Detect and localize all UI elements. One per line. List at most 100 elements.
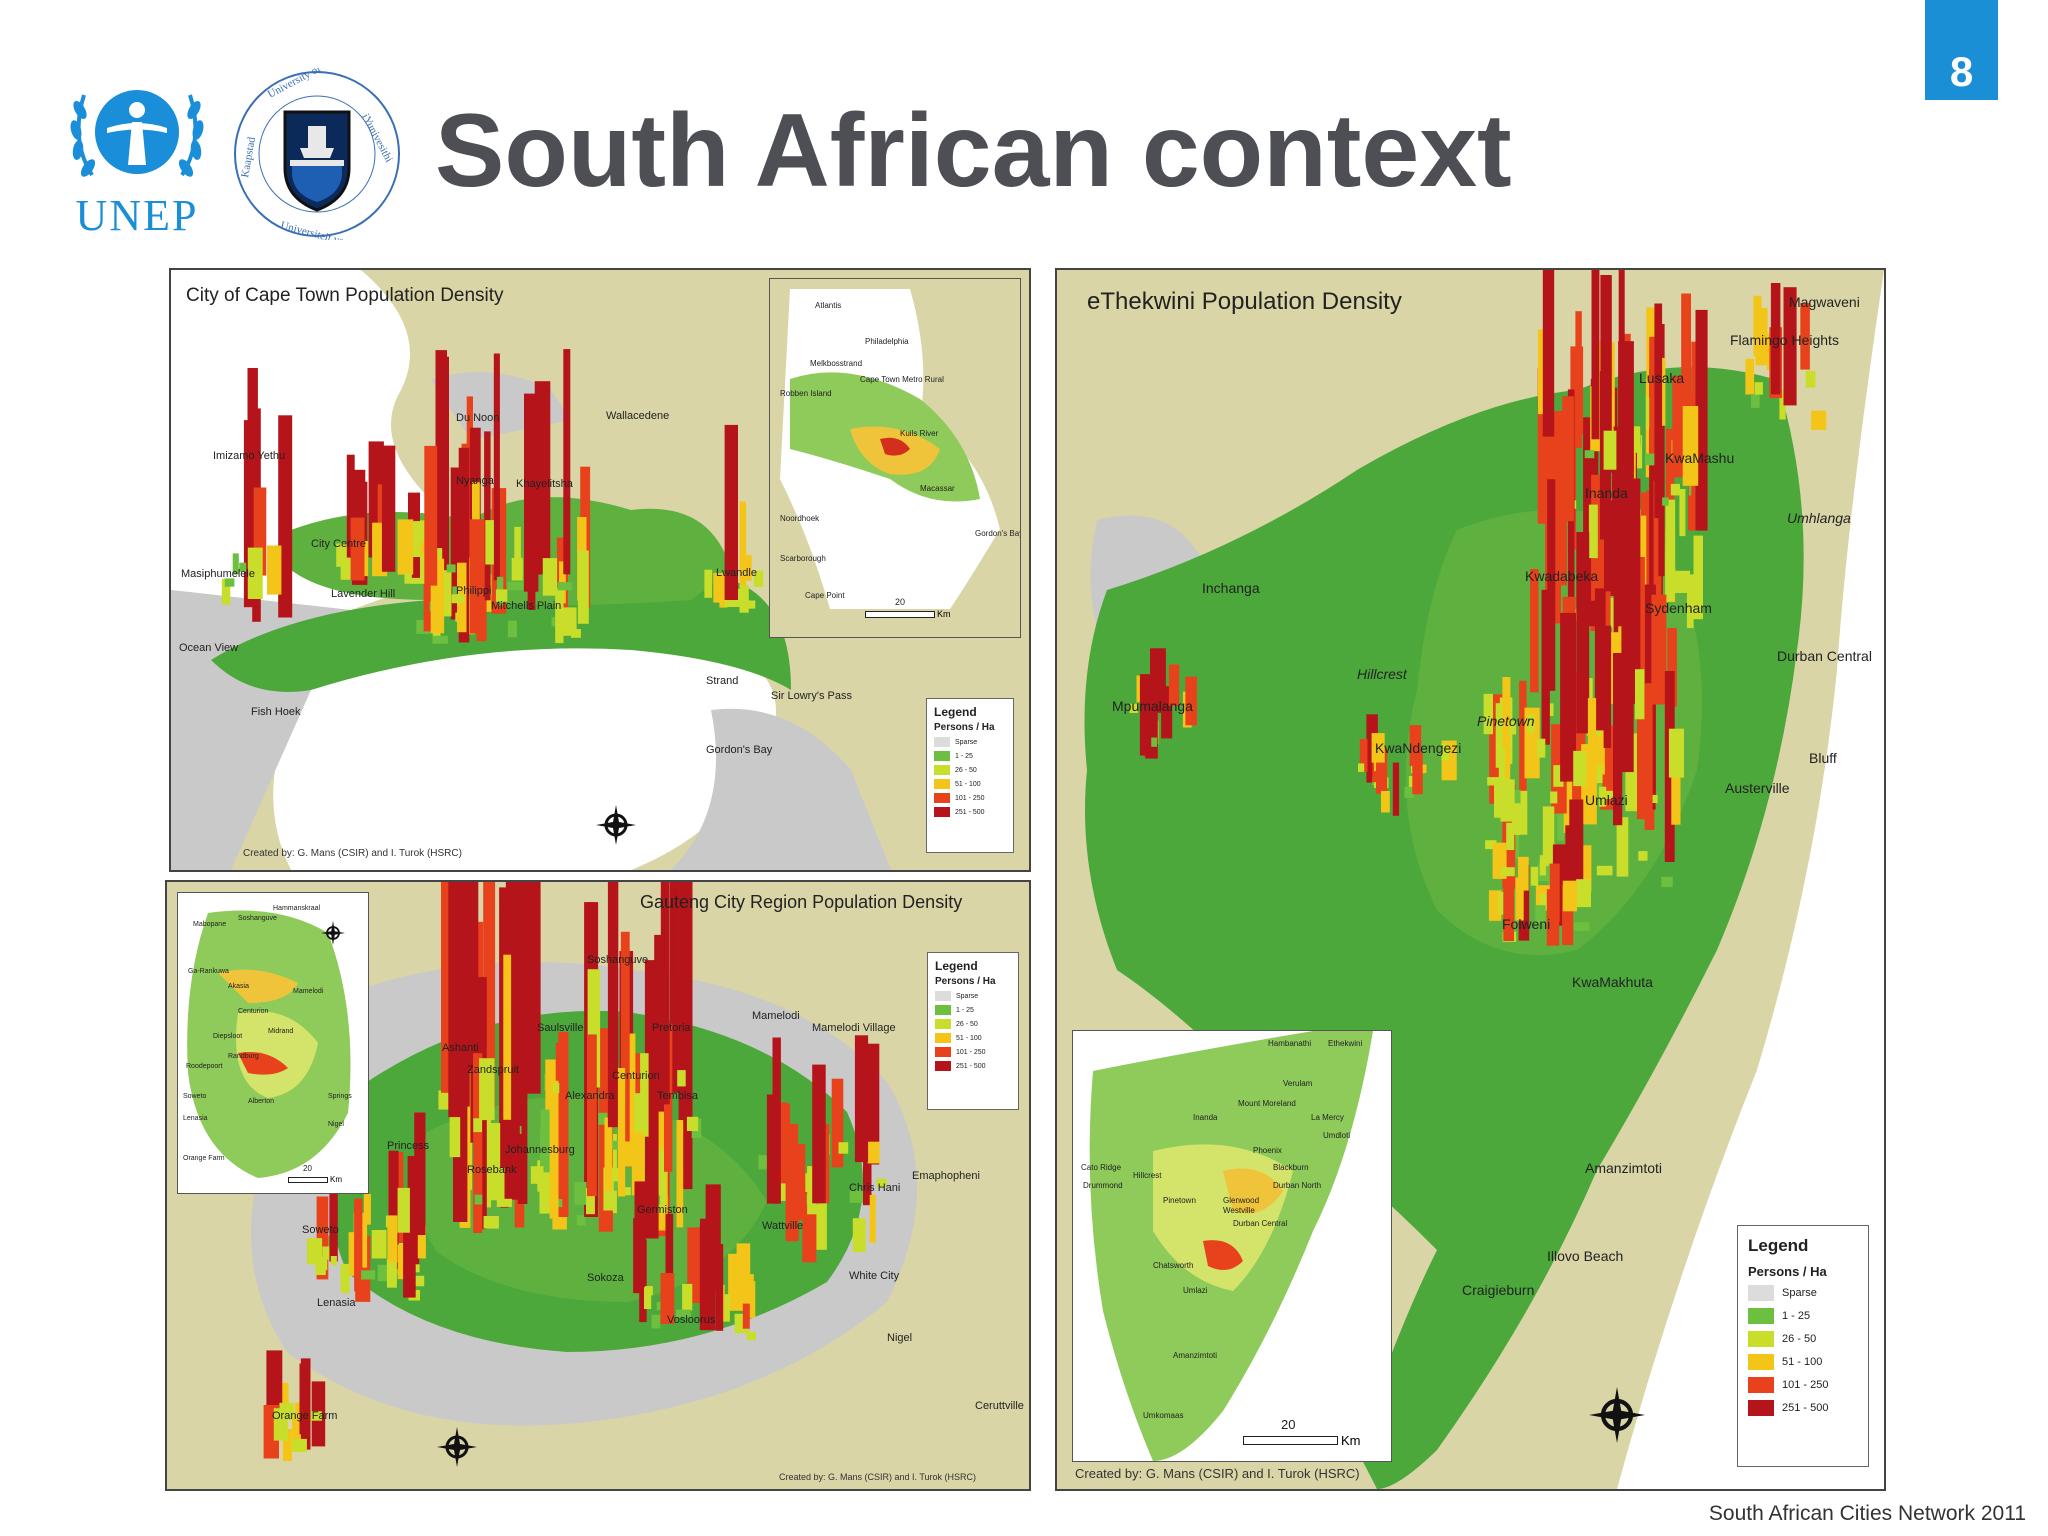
density-bar: [1588, 504, 1598, 559]
legend-label: 26 - 50: [956, 1020, 978, 1028]
place-label: Sokoza: [587, 1272, 624, 1284]
inset-place-label: Soweto: [183, 1093, 207, 1100]
density-bar: [715, 1244, 724, 1331]
place-label: Folweni: [1502, 916, 1551, 932]
density-bar: [291, 1438, 307, 1452]
inset-place-label: Ga-Rankuwa: [188, 968, 229, 975]
density-bar: [1573, 922, 1590, 931]
place-label: Ashanti: [442, 1042, 479, 1054]
inset-place-label: Kuils River: [900, 429, 939, 438]
place-label: Sydenham: [1645, 600, 1712, 616]
density-bar: [1495, 703, 1503, 768]
density-bar: [1584, 450, 1595, 459]
place-label: Lusaka: [1639, 370, 1685, 386]
inset-place-label: Inanda: [1193, 1113, 1218, 1122]
legend-swatch: [934, 765, 950, 775]
legend-item: 101 - 250: [935, 1047, 1011, 1057]
density-bar: [1654, 303, 1663, 518]
inset-place-label: Soshanguve: [238, 915, 277, 922]
legend-label: 251 - 500: [956, 1062, 986, 1070]
density-bar: [1675, 570, 1691, 593]
place-label: Umhlanga: [1787, 510, 1851, 526]
density-bar: [849, 1189, 866, 1203]
density-bar: [807, 1166, 817, 1215]
inset-place-label: Roodepoort: [186, 1063, 223, 1070]
density-bar: [1502, 677, 1511, 766]
density-bar: [1539, 855, 1546, 876]
unep-wordmark: UNEP: [75, 191, 199, 240]
place-label: Orange Farm: [272, 1410, 338, 1422]
density-bar: [739, 585, 749, 613]
place-label: Inchanga: [1202, 580, 1260, 596]
density-bar: [633, 1218, 645, 1294]
density-bar: [787, 1123, 799, 1223]
legend-label: Sparse: [1782, 1287, 1817, 1299]
north-arrow-icon: [1589, 1387, 1645, 1443]
density-bar: [1630, 443, 1641, 452]
density-bar: [448, 882, 461, 1118]
place-label: Nyanga: [456, 475, 494, 487]
density-bar: [1487, 777, 1500, 786]
density-bar: [310, 1411, 322, 1421]
place-label: Mamelodi: [752, 1010, 800, 1022]
density-bar: [507, 582, 523, 591]
density-bar: [1527, 714, 1535, 733]
cape-town-map: City of Cape Town Population Density Atl…: [169, 268, 1031, 872]
density-bar: [1641, 492, 1652, 645]
density-bar: [483, 1216, 499, 1229]
density-bar: [1576, 532, 1590, 734]
inset-place-label: La Mercy: [1311, 1113, 1344, 1122]
legend-label: 26 - 50: [1782, 1333, 1817, 1345]
density-bar: [607, 882, 619, 1128]
place-label: Inanda: [1585, 485, 1628, 501]
density-bar: [1603, 430, 1617, 470]
density-bar: [549, 1080, 559, 1219]
inset-place-label: Atlantis: [815, 301, 842, 310]
density-bar: [307, 1238, 323, 1265]
cape-town-legend: Legend Persons / Ha Sparse 1 - 25 26 - 50 5…: [926, 698, 1014, 853]
north-arrow-icon: [596, 805, 636, 845]
page-number: 8: [1925, 0, 1998, 100]
inset-place-label: Philadelphia: [865, 337, 909, 346]
legend-label: 51 - 100: [1782, 1356, 1823, 1368]
density-bar: [743, 555, 752, 581]
place-label: Khayelitsha: [516, 478, 573, 490]
legend-swatch: [934, 793, 950, 803]
density-bar: [300, 1358, 311, 1450]
inset-place-label: Alberton: [248, 1098, 275, 1105]
density-bar: [1800, 302, 1810, 370]
legend-item: 101 - 250: [934, 793, 1006, 803]
density-bar: [644, 1287, 652, 1309]
inset-place-label: Hillcrest: [1133, 1171, 1162, 1180]
place-label: Du Noon: [456, 412, 500, 424]
place-label: Mamelodi Village: [812, 1022, 896, 1034]
density-bar: [1550, 791, 1558, 804]
legend-label: 51 - 100: [956, 1034, 982, 1042]
density-bar: [530, 1166, 544, 1184]
density-bar: [330, 1256, 337, 1266]
density-bar: [495, 589, 508, 602]
inset-place-label: Orange Farm: [183, 1155, 225, 1162]
density-bar: [1770, 283, 1781, 395]
place-label: Flamingo Heights: [1730, 332, 1839, 348]
legend-rows: Sparse 1 - 25 26 - 50 51 - 100 101 - 250 251 …: [935, 991, 1011, 1071]
place-label: Mpumalanga: [1112, 698, 1193, 714]
ethekwini-inset-map: Hambanathi Ethekwini Mount Moreland Veru…: [1072, 1030, 1392, 1462]
place-label: City Centre: [311, 538, 367, 550]
inset-place-label: Blackburn: [1273, 1163, 1309, 1172]
density-bar: [534, 381, 551, 575]
legend-swatch: [934, 737, 950, 747]
density-bar: [555, 1199, 563, 1208]
density-bar: [574, 1182, 587, 1205]
place-label: Illovo Beach: [1547, 1248, 1624, 1264]
density-bar: [1745, 358, 1755, 395]
density-bar: [660, 882, 670, 1105]
density-bar: [316, 1196, 329, 1280]
density-bar: [1540, 894, 1551, 911]
inset-place-label: Cape Point: [805, 591, 845, 600]
legend-swatch: [1748, 1285, 1774, 1301]
place-label: Durban Central: [1777, 648, 1872, 664]
place-label: Sir Lowry's Pass: [771, 690, 852, 702]
legend-label: 101 - 250: [956, 1048, 986, 1056]
legend-item: 51 - 100: [935, 1033, 1011, 1043]
